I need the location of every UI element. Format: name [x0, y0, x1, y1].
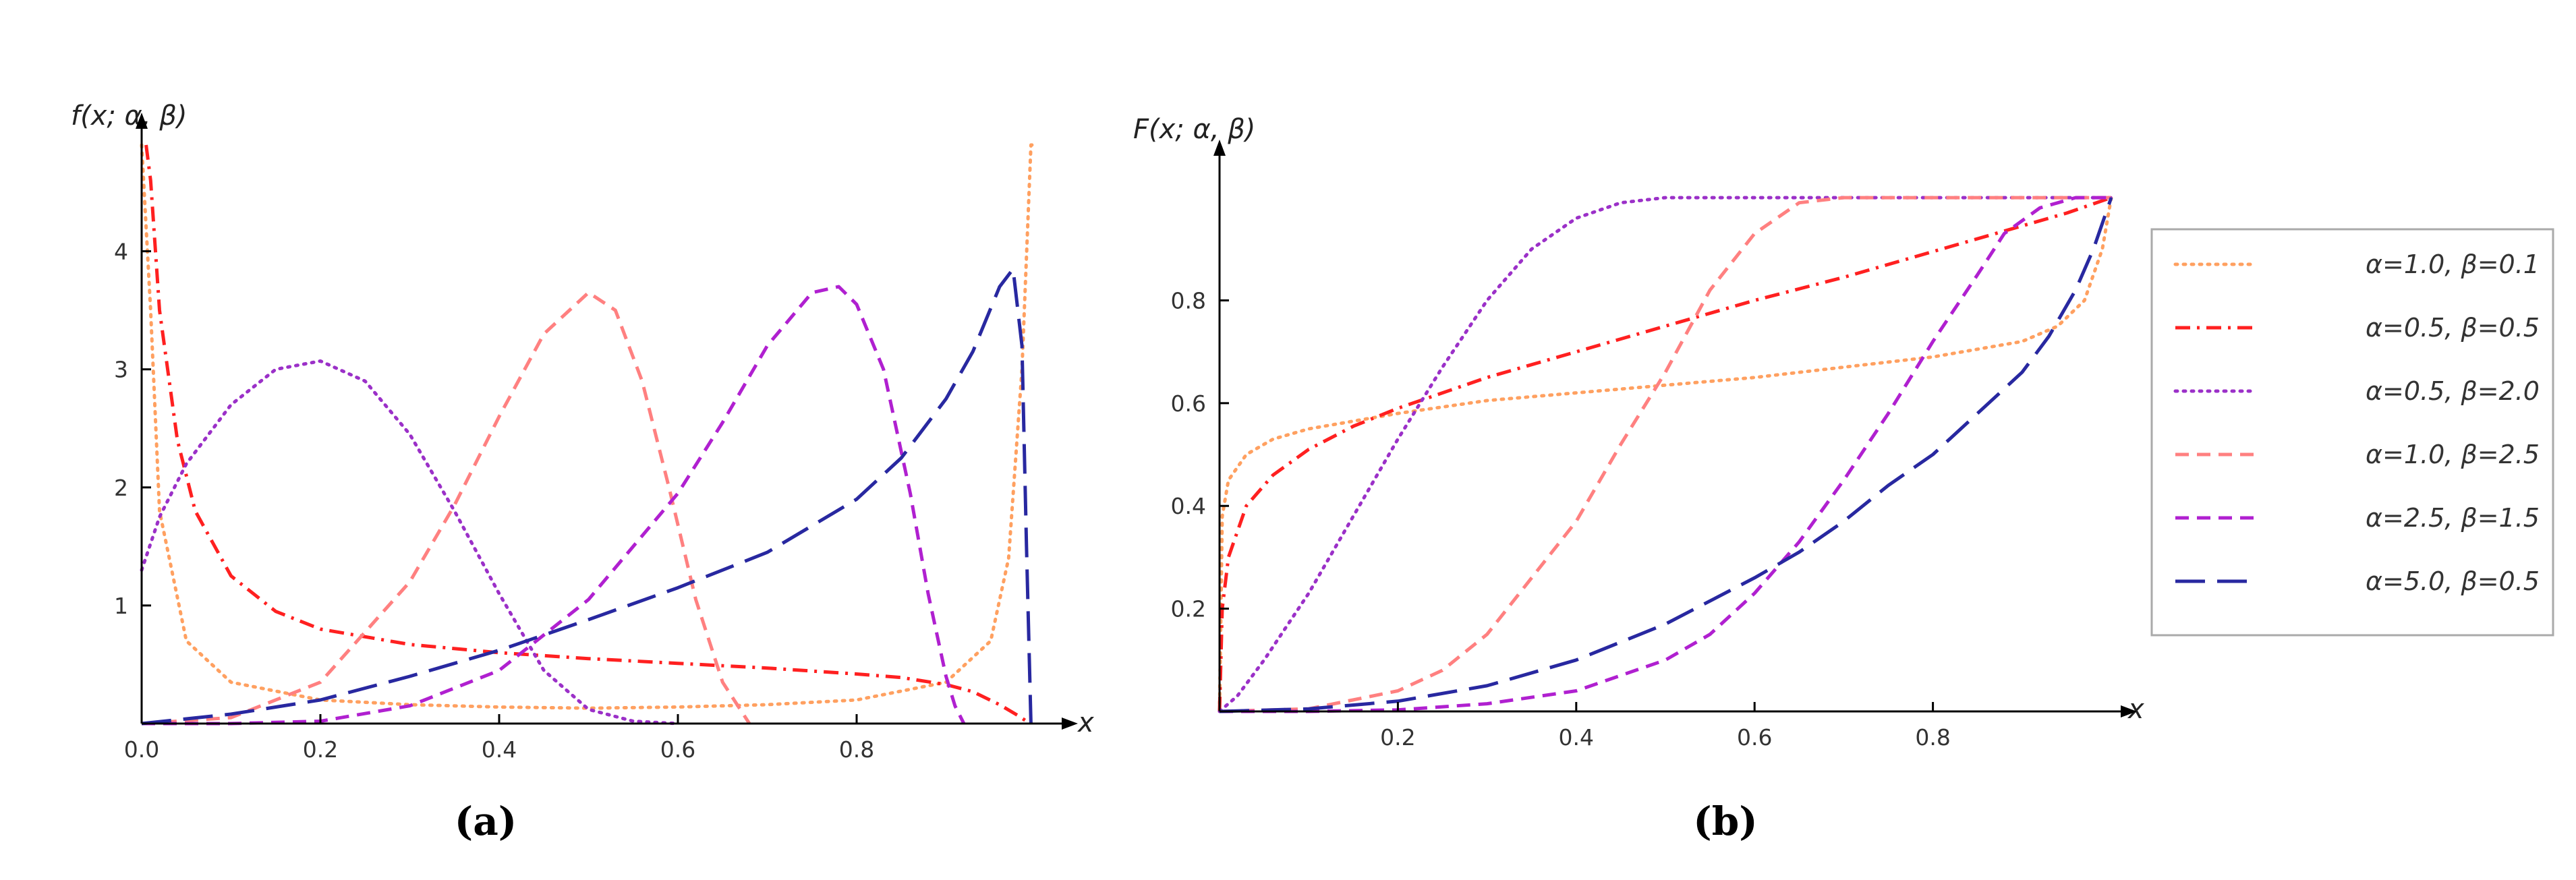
panel-b-series-2: [1218, 196, 2112, 712]
panel-a-xtick-label: 0.8: [839, 736, 874, 763]
caption-b: (b): [1693, 798, 1757, 844]
panel-b-y-arrow: [1213, 140, 1226, 156]
legend-label-2: α=0.5, β=0.5: [2366, 313, 2540, 343]
panel-a-series-group: [140, 143, 1037, 726]
legend-label-5: α=2.5, β=1.5: [2366, 503, 2540, 533]
panel-a-axes: 0.0 0.2 0.4 0.6 0.8 1 2 3 4: [114, 113, 1078, 763]
panel-b-ytick-label: 0.4: [1171, 493, 1206, 519]
panel-a-series-1: [140, 143, 1037, 710]
panel-b-ytick-label: 0.8: [1171, 287, 1206, 314]
panel-a-xtick-label: 0.2: [303, 736, 338, 763]
panel-a-series-2: [144, 144, 1028, 723]
panel-a-ytick-label: 4: [114, 239, 128, 265]
panel-a-ylabel: f(x; α, β): [71, 100, 187, 131]
panel-b-axes: 0.2 0.4 0.6 0.8 0.2 0.4 0.6 0.8: [1171, 140, 2137, 751]
legend-items: α=1.0, β=0.1 α=0.5, β=0.5 α=0.5, β=2.0 α=1.…: [2173, 250, 2540, 596]
legend-label-3: α=0.5, β=2.0: [2366, 376, 2540, 406]
panel-b-series-3: [1218, 196, 2113, 713]
panel-a-series-5: [142, 285, 966, 726]
panel-b: F(x; α, β) x 0.2 0.4 0.6 0.80.20.40.60.8 (b…: [1133, 114, 2144, 844]
panel-b-xtick-label: 0.2: [1380, 724, 1415, 751]
legend-label-1: α=1.0, β=0.1: [2366, 250, 2540, 279]
panel-a-xlabel: x: [1077, 707, 1094, 738]
panel-a-ytick-label: 1: [114, 593, 128, 619]
panel-b-xtick-label: 0.4: [1559, 724, 1594, 751]
panel-a-xtick-label: 0.4: [482, 736, 517, 763]
panel-a-ytick-label: 3: [114, 357, 128, 383]
panel-b-ytick-label: 0.2: [1171, 596, 1206, 622]
panel-b-x-arrow: [2121, 705, 2137, 717]
panel-a-xtick-label: 0.6: [660, 736, 695, 763]
panel-a: f(x; α, β) x 0.0 0.2 0.4 0.6 0.8 1 2 3 4 (a): [71, 100, 1094, 844]
legend-label-6: α=5.0, β=0.5: [2366, 566, 2540, 596]
panel-b-series-1: [1218, 196, 2113, 713]
panel-b-xtick-label: 0.8: [1915, 724, 1950, 751]
panel-b-series-5: [1220, 196, 2111, 713]
panel-a-series-6: [141, 267, 1033, 726]
panel-a-series-4: [141, 291, 751, 726]
panel-b-ytick-label: 0.6: [1171, 390, 1206, 417]
panel-a-xtick-label: 0.0: [124, 736, 159, 763]
panel-a-x-arrow: [1062, 717, 1078, 730]
panel-a-series-3: [140, 359, 680, 726]
legend-box: [2150, 228, 2554, 637]
legend: α=1.0, β=0.1 α=0.5, β=0.5 α=0.5, β=2.0 α=1.…: [2150, 228, 2554, 637]
panel-b-ylabel: F(x; α, β): [1133, 114, 1255, 145]
panel-a-ytick-label: 2: [114, 475, 128, 501]
panel-b-series-4: [1219, 196, 2111, 713]
caption-a: (a): [455, 798, 517, 844]
panel-a-y-arrow: [136, 113, 148, 129]
panel-b-xtick-label: 0.6: [1737, 724, 1772, 751]
panel-b-series-group: [1218, 196, 2113, 713]
legend-label-4: α=1.0, β=2.5: [2366, 440, 2540, 469]
